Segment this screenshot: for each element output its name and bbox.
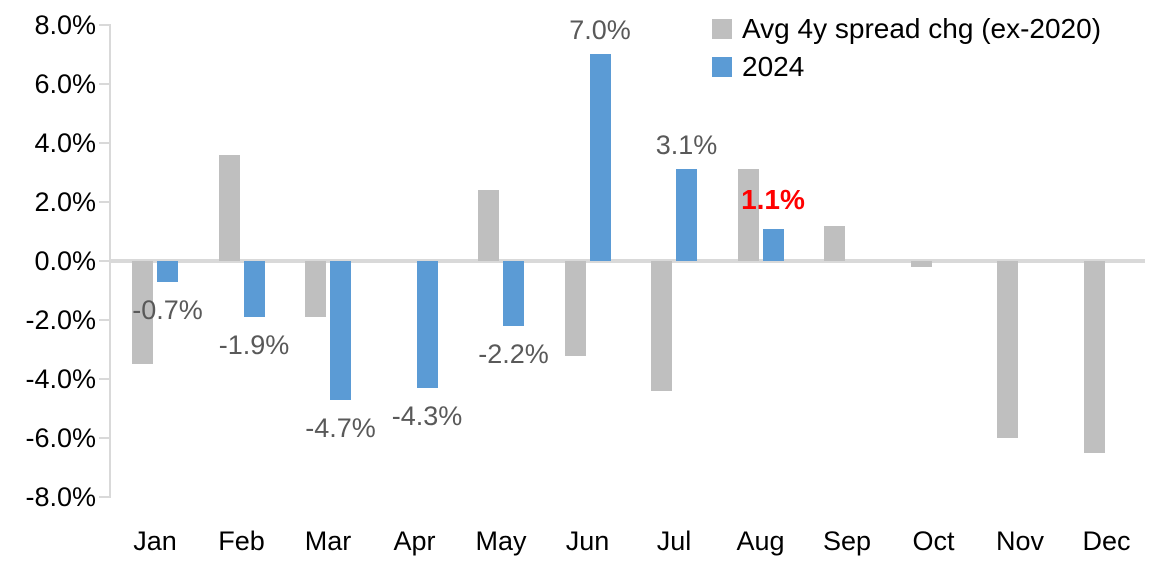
bar-2024-jul <box>676 169 697 261</box>
y-axis-tick-label: 8.0% <box>34 9 96 40</box>
y-axis-tick-label: 0.0% <box>34 246 96 276</box>
y-axis-tick-label: -8.0% <box>25 482 96 513</box>
bar-2024-feb <box>243 261 265 318</box>
x-axis-label-jul: Jul <box>656 526 692 556</box>
y-axis-tick-mark-icon <box>99 260 110 262</box>
x-axis-label-may: May <box>475 526 527 556</box>
zero-gridline <box>110 259 1145 263</box>
bar-2024-may <box>503 261 524 326</box>
bar-avg-jun <box>564 261 586 356</box>
y-axis-tick-label: 4.0% <box>34 127 96 158</box>
x-axis-label-sep: Sep <box>822 526 872 556</box>
bar-avg-may <box>478 190 499 261</box>
bar-2024-jun <box>589 54 611 261</box>
x-axis-label-feb: Feb <box>218 526 265 556</box>
data-label-aug: 1.1% <box>741 183 805 215</box>
legend-swatch-avg-icon <box>712 19 732 39</box>
y-axis-tick-mark-icon <box>99 200 110 203</box>
y-axis-tick-mark-icon <box>99 141 110 144</box>
y-axis-tick-label: -6.0% <box>25 423 96 454</box>
y-axis-tick-mark-icon <box>99 82 110 85</box>
bar-avg-feb <box>218 154 240 261</box>
legend-item-2024: 2024 <box>712 48 1101 86</box>
y-axis-tick-mark-icon <box>99 319 110 322</box>
bar-avg-sep <box>824 225 845 261</box>
bar-2024-mar <box>330 261 351 400</box>
bar-avg-nov <box>997 261 1018 439</box>
x-axis-label-mar: Mar <box>304 526 352 556</box>
y-axis-tick-label: 2.0% <box>34 186 96 217</box>
y-axis-tick-mark-icon <box>99 23 110 26</box>
y-axis-tick-label: 6.0% <box>34 68 96 99</box>
bar-2024-jan <box>157 261 178 282</box>
x-axis-label-oct: Oct <box>912 526 955 556</box>
data-label-jan: -0.7% <box>132 294 203 325</box>
legend-item-avg: Avg 4y spread chg (ex-2020) <box>712 10 1101 48</box>
bar-avg-jan <box>132 261 153 365</box>
x-axis-label-jan: Jan <box>133 526 177 556</box>
y-axis-tick-mark-icon <box>99 378 110 381</box>
y-axis-tick-label: -2.0% <box>25 305 96 336</box>
y-axis-tick-label: -4.0% <box>25 364 96 395</box>
bar-2024-apr <box>416 261 438 389</box>
legend-swatch-2024-icon <box>712 57 732 77</box>
bar-avg-jul <box>651 261 672 391</box>
data-label-jul: 3.1% <box>655 130 718 161</box>
x-axis-label-dec: Dec <box>1082 526 1131 556</box>
y-axis-tick-mark-icon <box>99 496 110 499</box>
bar-2024-aug <box>762 228 784 261</box>
legend-label-avg: Avg 4y spread chg (ex-2020) <box>742 13 1102 44</box>
data-label-mar: -4.7% <box>305 412 376 443</box>
bar-avg-dec <box>1083 261 1105 453</box>
bar-avg-mar <box>305 261 326 318</box>
data-label-may: -2.2% <box>478 338 549 369</box>
data-label-jun: 7.0% <box>569 15 631 46</box>
x-axis-label-jun: Jun <box>565 526 610 556</box>
x-axis-label-aug: Aug <box>736 526 785 556</box>
data-label-feb: -1.9% <box>218 330 290 361</box>
x-axis-label-apr: Apr <box>393 526 436 556</box>
x-axis-label-nov: Nov <box>995 526 1044 556</box>
data-label-apr: -4.3% <box>391 401 463 432</box>
bar-avg-aug <box>737 169 759 261</box>
legend: Avg 4y spread chg (ex-2020) 2024 <box>712 10 1101 86</box>
legend-label-2024: 2024 <box>742 51 805 82</box>
bar-avg-oct <box>910 261 932 267</box>
y-axis-tick-mark-icon <box>99 437 110 440</box>
